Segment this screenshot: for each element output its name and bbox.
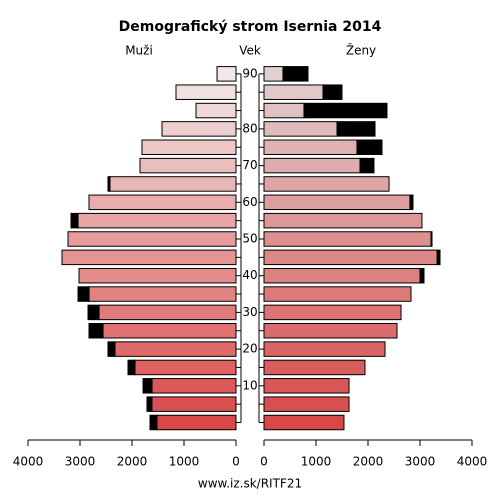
x-tick-label: 0: [232, 455, 240, 469]
bar: [263, 139, 358, 155]
bar-surplus: [419, 267, 425, 284]
y-tick-label: 70: [242, 158, 257, 172]
x-tick-label: 4000: [457, 455, 488, 469]
bar: [151, 378, 237, 394]
bar: [61, 249, 237, 266]
bar: [263, 249, 438, 266]
bar-surplus: [107, 341, 116, 357]
bar-surplus: [87, 304, 100, 321]
bar: [151, 396, 237, 412]
y-tick-label: 60: [242, 195, 257, 209]
x-tick-label: 0: [260, 455, 268, 469]
bar: [263, 304, 402, 321]
bar-surplus: [359, 157, 375, 174]
bar-surplus: [127, 359, 136, 376]
bar: [78, 267, 237, 284]
bar: [263, 194, 411, 211]
bar: [141, 139, 237, 155]
bar: [263, 378, 350, 394]
x-tick-label: 1000: [169, 455, 200, 469]
bar-surplus: [356, 139, 383, 155]
bar: [161, 121, 237, 137]
bar: [263, 323, 398, 339]
x-tick-label: 3000: [65, 455, 96, 469]
x-tick-label: 2000: [117, 455, 148, 469]
bar-surplus: [107, 176, 111, 192]
bar: [263, 286, 412, 302]
bar: [114, 341, 237, 357]
bar-surplus: [430, 231, 433, 247]
legend-female: Ženy: [346, 43, 376, 58]
bar-surplus: [282, 66, 309, 82]
x-tick-label: 3000: [405, 455, 436, 469]
bar-surplus: [436, 249, 441, 266]
bar: [109, 176, 237, 192]
bar-surplus: [409, 194, 414, 211]
bar-surplus: [88, 323, 104, 339]
bar: [77, 212, 237, 229]
x-tick-label: 2000: [353, 455, 384, 469]
bar: [263, 121, 338, 137]
bar: [88, 286, 237, 302]
bar: [263, 176, 390, 192]
y-tick-label: 40: [242, 268, 257, 282]
bar: [263, 359, 366, 376]
x-tick-label: 1000: [301, 455, 332, 469]
bar: [134, 359, 237, 376]
bar: [216, 66, 237, 82]
y-tick-label: 90: [242, 66, 257, 80]
bar: [156, 414, 237, 431]
bar: [263, 157, 361, 174]
legend-male: Muži: [125, 44, 153, 58]
bar: [175, 84, 237, 100]
y-tick-label: 10: [242, 378, 257, 392]
bar-surplus: [77, 286, 90, 302]
y-tick-label: 20: [242, 342, 257, 356]
bar-surplus: [142, 378, 153, 394]
bar: [263, 231, 432, 247]
bar: [263, 341, 386, 357]
bar: [263, 102, 305, 119]
y-tick-label: 30: [242, 305, 257, 319]
bar-surplus: [336, 121, 376, 137]
bar: [195, 102, 237, 119]
bar-surplus: [322, 84, 343, 100]
bar: [102, 323, 237, 339]
bar-surplus: [70, 212, 79, 229]
x-tick-label: 4000: [13, 455, 44, 469]
bar: [263, 414, 345, 431]
y-tick-label: 80: [242, 121, 257, 135]
bar: [263, 66, 284, 82]
bar-surplus: [149, 414, 158, 431]
y-tick-label: 50: [242, 232, 257, 246]
bar: [67, 231, 237, 247]
bar: [263, 396, 350, 412]
bar: [263, 267, 421, 284]
chart-title: Demografický strom Isernia 2014: [119, 19, 382, 35]
bar: [88, 194, 237, 211]
bar: [263, 84, 324, 100]
bar: [98, 304, 237, 321]
bar: [139, 157, 237, 174]
bar-surplus: [303, 102, 388, 119]
bar-surplus: [146, 396, 153, 412]
y-axis-label: Vek: [239, 44, 261, 58]
footer: www.iz.sk/RITF21: [198, 477, 302, 491]
bar: [263, 212, 423, 229]
